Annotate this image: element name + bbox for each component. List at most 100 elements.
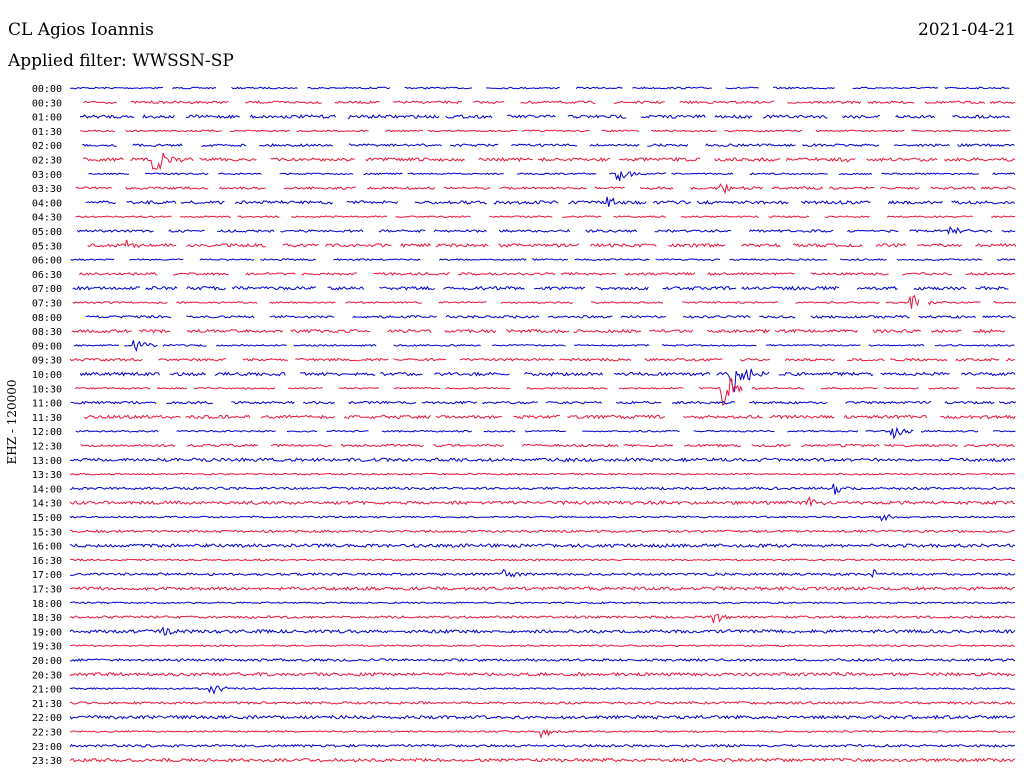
trace-segment — [671, 400, 736, 405]
trace-segment — [269, 314, 335, 319]
trace-segment — [69, 657, 1016, 663]
trace-segment — [69, 757, 1016, 763]
trace-segment — [879, 186, 920, 190]
trace-segment — [574, 343, 650, 347]
trace-segment — [513, 414, 560, 420]
trace-segment — [867, 100, 915, 105]
trace-segment — [652, 200, 691, 205]
trace-segment — [575, 86, 623, 90]
trace-row — [69, 657, 1016, 663]
trace-segment — [82, 143, 117, 147]
trace-segment — [69, 728, 1016, 740]
trace-segment — [76, 229, 154, 233]
trace-segment — [613, 215, 667, 218]
trace-row — [79, 368, 1016, 393]
trace-segment — [70, 400, 157, 405]
trace-segment — [839, 258, 887, 261]
trace-segment — [706, 328, 771, 334]
trace-segment — [214, 371, 286, 377]
trace-segment — [590, 301, 664, 304]
trace-segment — [144, 172, 209, 176]
trace-segment — [338, 387, 380, 390]
trace-segment — [393, 344, 481, 347]
trace-segment — [387, 329, 432, 334]
trace-segment — [69, 671, 1016, 677]
trace-segment — [649, 328, 694, 334]
trace-segment — [231, 86, 298, 90]
trace-segment — [562, 215, 602, 218]
trace-row — [88, 171, 1016, 182]
trace-row — [69, 472, 1016, 476]
trace-segment — [283, 186, 356, 191]
trace-row — [69, 86, 1010, 90]
trace-segment — [126, 200, 177, 205]
trace-segment — [237, 215, 280, 219]
trace-segment — [457, 272, 556, 276]
trace-segment — [618, 156, 701, 163]
row-time-label: 03:00 — [32, 170, 62, 181]
trace-segment — [438, 301, 487, 304]
date-label: 2021-04-21 — [917, 20, 1016, 40]
trace-segment — [303, 400, 335, 405]
trace-segment — [934, 343, 1015, 347]
trace-segment — [963, 443, 1015, 448]
trace-segment — [158, 357, 227, 362]
trace-segment — [920, 429, 979, 433]
trace-segment — [71, 328, 132, 334]
row-time-label: 01:00 — [32, 113, 62, 124]
trace-segment — [661, 344, 757, 347]
trace-segment — [662, 286, 737, 291]
trace-segment — [883, 387, 919, 390]
trace-segment — [83, 100, 117, 105]
trace-segment — [511, 143, 578, 147]
trace-segment — [545, 400, 602, 405]
trace-row — [72, 285, 1009, 291]
trace-segment — [69, 613, 1016, 624]
row-time-label: 05:30 — [32, 241, 62, 252]
trace-segment — [79, 271, 158, 276]
trace-segment — [259, 143, 333, 147]
trace-segment — [169, 371, 207, 377]
trace-segment — [815, 129, 905, 133]
row-time-label: 14:30 — [32, 499, 62, 510]
row-time-label: 10:00 — [32, 370, 62, 381]
trace-segment — [842, 114, 880, 119]
trace-segment — [69, 685, 1016, 695]
trace-segment — [270, 157, 355, 162]
trace-segment — [787, 429, 859, 433]
trace-segment — [345, 301, 423, 304]
trace-segment — [768, 215, 810, 219]
row-time-label: 20:00 — [32, 656, 62, 667]
trace-segment — [145, 285, 178, 291]
trace-segment — [88, 172, 129, 176]
row-time-label: 09:30 — [32, 356, 62, 367]
trace-segment — [917, 243, 963, 248]
trace-segment — [393, 386, 441, 390]
trace-segment — [585, 229, 637, 233]
trace-segment — [895, 114, 935, 119]
row-time-label: 02:00 — [32, 141, 62, 152]
trace-segment — [138, 328, 171, 334]
trace-segment — [130, 152, 194, 171]
trace-segment — [762, 114, 828, 119]
row-time-label: 17:00 — [32, 570, 62, 581]
trace-segment — [957, 143, 1015, 148]
trace-segment — [481, 401, 538, 405]
trace-segment — [125, 129, 222, 133]
trace-segment — [682, 315, 751, 319]
trace-segment — [516, 172, 597, 176]
row-time-label: 20:30 — [32, 670, 62, 681]
trace-segment — [478, 156, 533, 163]
trace-segment — [348, 143, 442, 148]
row-time-label: 07:00 — [32, 284, 62, 295]
trace-segment — [683, 414, 763, 420]
trace-segment — [404, 86, 473, 90]
trace-segment — [913, 286, 967, 291]
trace-segment — [334, 100, 380, 105]
station-title: CL Agios Ioannis — [8, 20, 154, 40]
trace-segment — [301, 272, 358, 276]
trace-row — [69, 543, 1016, 549]
trace-segment — [868, 344, 925, 347]
trace-segment — [279, 172, 354, 176]
trace-segment — [176, 429, 276, 433]
